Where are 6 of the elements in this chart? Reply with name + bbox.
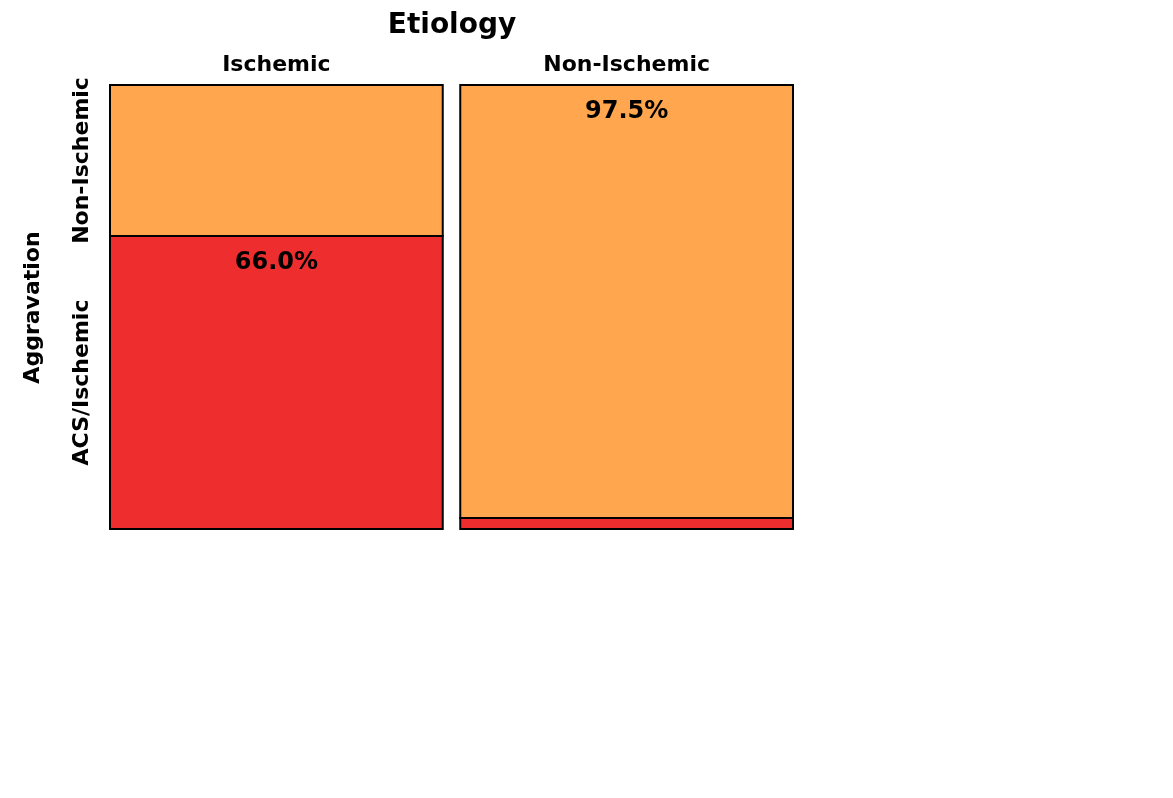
text: ACS/Ischemic <box>68 299 93 466</box>
x-axis-title: Etiology <box>387 6 517 40</box>
x-tick-label: Ischemic <box>222 50 331 76</box>
data-label: 66.0% <box>234 246 319 275</box>
data-label: 97.5% <box>584 96 669 124</box>
y-axis-title: Aggravation <box>18 231 44 384</box>
